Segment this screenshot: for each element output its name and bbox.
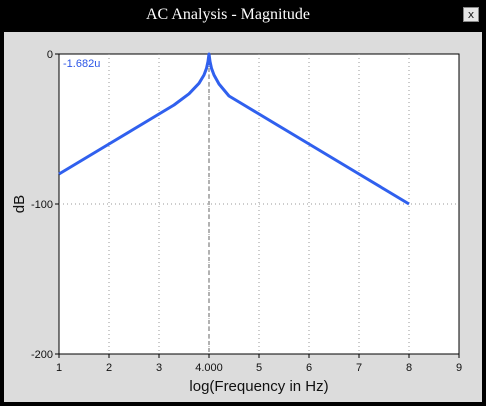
x-tick-label: 9 bbox=[456, 362, 462, 374]
window-title: AC Analysis - Magnitude bbox=[146, 6, 310, 23]
magnitude-chart[interactable]: 1 2 3 4.000 5 6 7 8 9 0 -100 -200 -1.682u log(Frequen… bbox=[4, 32, 482, 402]
magnitude-trace bbox=[58, 52, 410, 206]
close-button[interactable]: x bbox=[463, 7, 479, 22]
y-axis-label: dB bbox=[11, 195, 28, 213]
x-tick-label: 3 bbox=[156, 362, 162, 374]
y-tick-label: -100 bbox=[31, 199, 53, 211]
y-tick-label: 0 bbox=[47, 49, 53, 61]
x-axis-label: log(Frequency in Hz) bbox=[189, 378, 328, 395]
x-tick-label: 4.000 bbox=[195, 362, 223, 374]
x-tick-label: 5 bbox=[256, 362, 262, 374]
x-tick-label: 8 bbox=[406, 362, 412, 374]
x-tick-label: 6 bbox=[306, 362, 312, 374]
x-tick-label: 7 bbox=[356, 362, 362, 374]
y-tick-label: -200 bbox=[31, 349, 53, 361]
plot-panel: 1 2 3 4.000 5 6 7 8 9 0 -100 -200 -1.682u log(Frequen… bbox=[4, 32, 482, 402]
cursor-value-readout: -1.682u bbox=[63, 58, 100, 70]
x-tick-label: 1 bbox=[56, 362, 62, 374]
x-tick-label: 2 bbox=[106, 362, 112, 374]
title-bar[interactable]: AC Analysis - Magnitude x bbox=[1, 1, 485, 31]
